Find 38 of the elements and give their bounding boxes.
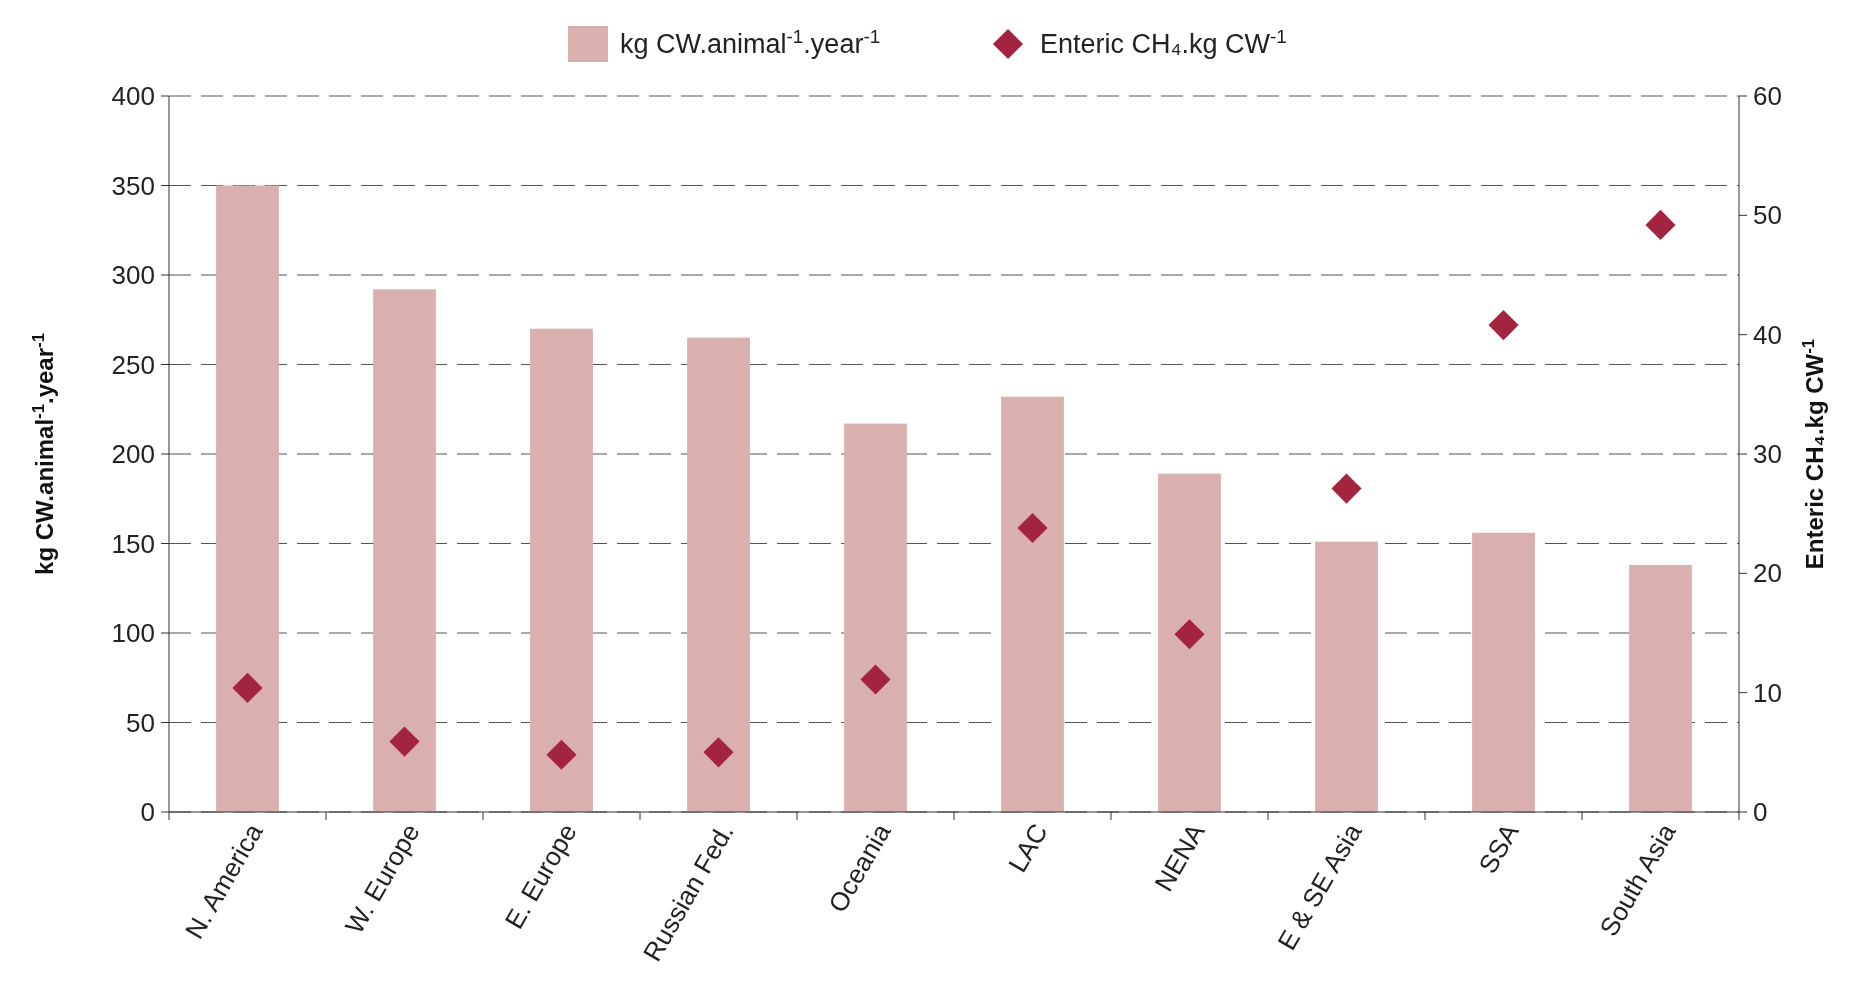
y2-tick-label: 10 bbox=[1753, 677, 1782, 708]
point bbox=[1645, 209, 1676, 240]
bar bbox=[373, 289, 436, 812]
bar bbox=[1001, 396, 1064, 812]
y-tick-label: 250 bbox=[111, 349, 155, 380]
y2-tick-label: 60 bbox=[1753, 81, 1782, 112]
point bbox=[546, 739, 577, 770]
bar bbox=[1158, 473, 1221, 812]
y-tick-label: 150 bbox=[111, 528, 155, 559]
point bbox=[860, 664, 891, 695]
y-tick-label: 50 bbox=[126, 707, 155, 738]
y-tick-label: 400 bbox=[111, 81, 155, 112]
y2-tick-label: 30 bbox=[1753, 439, 1782, 470]
legend-label: kg CW.animal$^{-1}$.year$^{-1}$ bbox=[620, 25, 881, 60]
point bbox=[1488, 310, 1519, 341]
bar bbox=[1629, 564, 1692, 812]
point bbox=[1331, 473, 1362, 504]
y2-tick-label: 0 bbox=[1753, 797, 1768, 828]
y-tick-label: 350 bbox=[111, 170, 155, 201]
y-tick-label: 300 bbox=[111, 260, 155, 291]
y2-tick-label: 50 bbox=[1753, 200, 1782, 231]
bar bbox=[1472, 532, 1535, 812]
bar bbox=[687, 337, 750, 812]
y2-tick-label: 20 bbox=[1753, 558, 1782, 589]
point bbox=[703, 737, 734, 768]
bar bbox=[1315, 541, 1378, 812]
point bbox=[1174, 619, 1205, 650]
y-tick-label: 200 bbox=[111, 439, 155, 470]
legend-label: Enteric CH₄.kg CW$^{-1}$ bbox=[1040, 25, 1287, 60]
y-tick-label: 0 bbox=[140, 797, 155, 828]
bar bbox=[844, 423, 907, 812]
point bbox=[232, 672, 263, 703]
bar bbox=[530, 328, 593, 812]
bar bbox=[216, 185, 279, 812]
point bbox=[389, 726, 420, 757]
y2-tick-label: 40 bbox=[1753, 319, 1782, 350]
point bbox=[1017, 512, 1048, 544]
y-tick-label: 100 bbox=[111, 618, 155, 649]
